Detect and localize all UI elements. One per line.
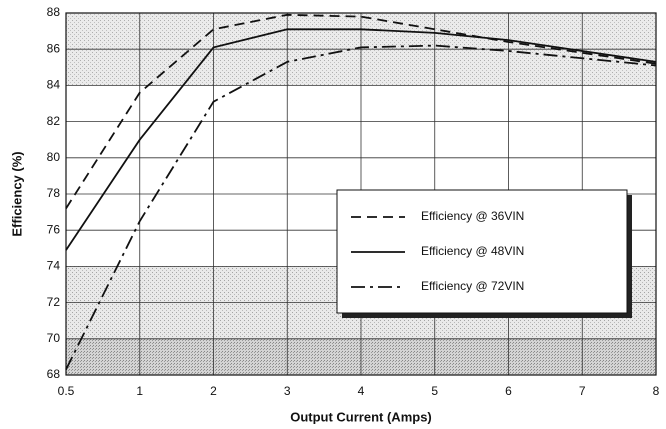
x-tick-label: 0.5	[58, 384, 75, 398]
legend-label: Efficiency @ 36VIN	[421, 209, 524, 223]
line-series	[65, 28, 657, 251]
y-tick-label: 80	[47, 150, 61, 164]
x-tick-label: 4	[358, 384, 365, 398]
x-tick-label: 1	[136, 384, 143, 398]
x-tick-label: 2	[210, 384, 217, 398]
x-axis-title: Output Current (Amps)	[290, 409, 432, 424]
y-tick-label: 84	[47, 78, 61, 92]
x-tick-label: 6	[505, 384, 512, 398]
y-tick-label: 88	[47, 5, 61, 19]
line-series	[65, 13, 657, 209]
y-tick-label: 82	[47, 114, 61, 128]
y-tick-label: 72	[47, 295, 61, 309]
y-tick-label: 86	[47, 41, 61, 55]
y-tick-label: 78	[47, 186, 61, 200]
x-tick-label: 7	[579, 384, 586, 398]
legend-label: Efficiency @ 72VIN	[421, 279, 524, 293]
y-tick-label: 74	[47, 259, 61, 273]
x-tick-label: 8	[653, 384, 660, 398]
x-tick-label: 5	[431, 384, 438, 398]
x-tick-label: 3	[284, 384, 291, 398]
y-tick-label: 68	[47, 367, 61, 381]
plot-frame	[65, 12, 657, 376]
y-axis-title: Efficiency (%)	[9, 151, 24, 236]
y-tick-label: 70	[47, 331, 61, 345]
line-series	[65, 44, 657, 370]
y-tick-label: 76	[47, 222, 61, 236]
legend-label: Efficiency @ 48VIN	[421, 244, 524, 258]
